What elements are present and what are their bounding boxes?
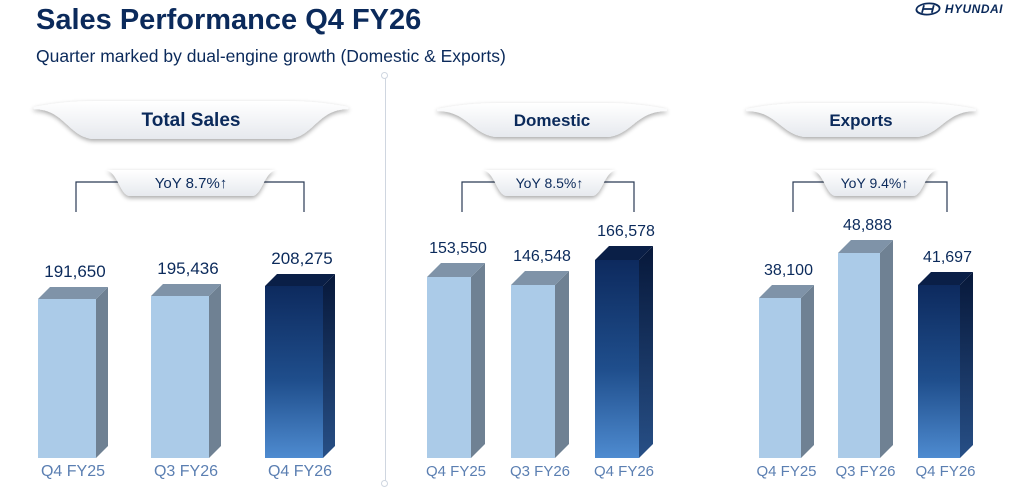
- bar-value-label: 153,550: [429, 240, 487, 257]
- bar-top-face: [427, 263, 485, 277]
- yoy-bracket: [792, 181, 948, 212]
- bar-top-face: [265, 274, 335, 286]
- bar-q4-fy26: [265, 274, 335, 458]
- category-label: Q4 FY26: [594, 463, 654, 480]
- bar-side-face: [639, 246, 653, 458]
- bar-value-label: 166,578: [597, 223, 655, 240]
- yoy-annotation: YoY 9.4%↑: [841, 175, 909, 191]
- bar-q3-fy26: [838, 240, 893, 458]
- bar-front-face: [511, 285, 555, 458]
- yoy-pill: [106, 170, 276, 196]
- yoy-pill-shape: [483, 170, 616, 196]
- panel-title: Total Sales: [142, 110, 241, 131]
- bar-top-face: [918, 272, 973, 285]
- panel-title-ribbon: [437, 103, 667, 137]
- bar-value-label: 146,548: [513, 248, 571, 265]
- category-label: Q4 FY26: [915, 463, 975, 480]
- bar-side-face: [209, 284, 221, 458]
- category-label: Q4 FY25: [41, 463, 105, 480]
- page-title: Sales Performance Q4 FY26: [36, 4, 422, 36]
- category-label: Q4 FY26: [268, 463, 332, 480]
- yoy-annotation: YoY 8.5%↑: [516, 175, 584, 191]
- panel-title-ribbon: [746, 103, 976, 137]
- bar-front-face: [918, 285, 960, 458]
- divider-top-node: [381, 72, 388, 79]
- brand-logo: HYUNDAI: [915, 0, 1003, 18]
- chart-panel-domestic: Domestic YoY 8.5%↑ 153,550 Q4 FY25 146,548 Q3…: [426, 103, 667, 480]
- bar-top-face: [838, 240, 893, 253]
- yoy-annotation: YoY 8.7%↑: [155, 175, 228, 192]
- bar-front-face: [595, 260, 639, 458]
- bar-front-face: [265, 286, 323, 458]
- bar-top-face: [759, 285, 814, 298]
- bar-q4-fy25: [427, 263, 485, 458]
- chart-panel-total-sales: Total Sales YoY 8.7%↑ 191,650 Q4 FY25 195,43…: [33, 101, 349, 480]
- bar-side-face: [960, 272, 973, 458]
- panel-divider: [385, 75, 386, 486]
- hyundai-emblem-icon: [915, 2, 941, 16]
- bar-top-face: [595, 246, 653, 260]
- bar-side-face: [880, 240, 893, 458]
- bar-value-label: 191,650: [44, 262, 105, 281]
- bar-q3-fy26: [151, 284, 221, 458]
- bar-q3-fy26: [511, 271, 569, 458]
- chart-panel-exports: Exports YoY 9.4%↑ 38,100 Q4 FY25 48,888 Q3 FY…: [746, 103, 976, 480]
- bar-value-label: 41,697: [923, 249, 972, 266]
- page-subtitle: Quarter marked by dual-engine growth (Do…: [36, 46, 506, 66]
- panel-title-tab: [746, 103, 976, 137]
- bar-front-face: [427, 277, 471, 458]
- category-label: Q3 FY26: [154, 463, 218, 480]
- panel-title-tab: [437, 103, 667, 137]
- yoy-pill: [483, 170, 616, 196]
- bar-q4-fy26: [918, 272, 973, 458]
- bar-front-face: [759, 298, 801, 458]
- yoy-bracket: [75, 181, 305, 212]
- bar-front-face: [151, 296, 209, 458]
- bar-side-face: [801, 285, 814, 458]
- bar-side-face: [96, 287, 108, 458]
- bar-q4-fy25: [759, 285, 814, 458]
- bar-value-label: 48,888: [843, 217, 892, 234]
- yoy-bracket: [461, 181, 635, 212]
- bar-value-label: 195,436: [157, 259, 218, 278]
- category-label: Q4 FY25: [756, 463, 816, 480]
- panel-title-ribbon: [33, 101, 349, 139]
- bar-side-face: [555, 271, 569, 458]
- bar-front-face: [838, 253, 880, 458]
- bar-top-face: [511, 271, 569, 285]
- panel-title: Exports: [829, 111, 892, 130]
- category-label: Q3 FY26: [510, 463, 570, 480]
- bar-side-face: [323, 274, 335, 458]
- brand-name: HYUNDAI: [944, 2, 1003, 16]
- yoy-pill-shape: [812, 170, 937, 196]
- bar-top-face: [151, 284, 221, 296]
- bar-value-label: 208,275: [271, 249, 332, 268]
- bar-side-face: [471, 263, 485, 458]
- bar-front-face: [38, 299, 96, 458]
- category-label: Q3 FY26: [835, 463, 895, 480]
- panel-title-tab: [33, 101, 349, 139]
- bar-top-face: [38, 287, 108, 299]
- yoy-pill-shape: [106, 170, 276, 196]
- category-label: Q4 FY25: [426, 463, 486, 480]
- bar-q4-fy26: [595, 246, 653, 458]
- bar-value-label: 38,100: [764, 262, 813, 279]
- yoy-pill: [812, 170, 937, 196]
- panel-title: Domestic: [514, 111, 591, 130]
- bar-q4-fy25: [38, 287, 108, 458]
